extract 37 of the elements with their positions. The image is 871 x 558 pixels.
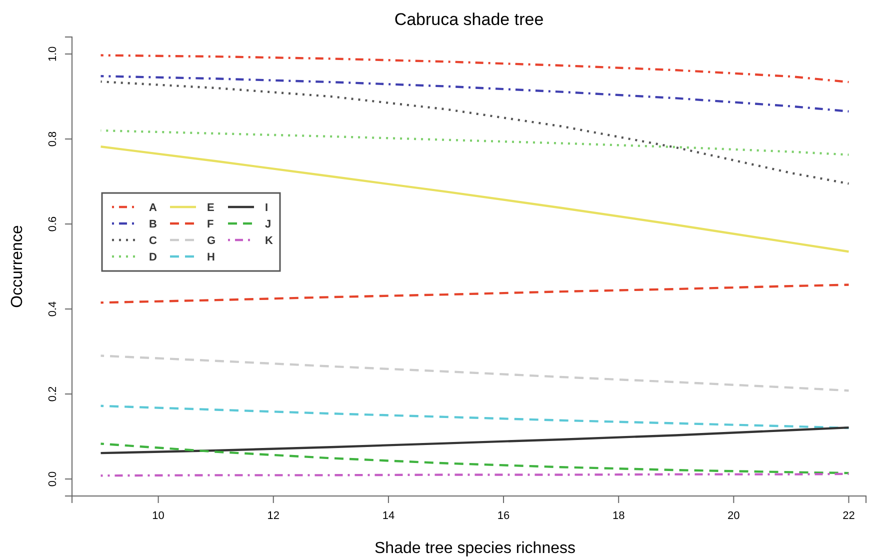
legend-label: B xyxy=(149,218,157,230)
y-tick-label: 0.0 xyxy=(46,471,59,487)
x-tick-label: 20 xyxy=(728,510,740,522)
x-tick-label: 18 xyxy=(612,510,625,522)
line-series xyxy=(100,442,850,474)
legend-label: K xyxy=(265,235,273,247)
legend-label: G xyxy=(207,235,216,247)
x-tick-label: 10 xyxy=(152,510,164,522)
legend-label: D xyxy=(149,252,157,264)
y-tick-label: 1.0 xyxy=(46,46,59,62)
line-series xyxy=(100,146,850,253)
y-tick-label: 0.2 xyxy=(46,386,59,402)
y-axis-title: Occurrence xyxy=(9,225,26,308)
legend-label: H xyxy=(207,252,215,264)
line-series xyxy=(100,354,850,392)
legend-label: A xyxy=(149,202,157,214)
y-tick-label: 0.6 xyxy=(46,216,59,232)
chart-title: Cabruca shade tree xyxy=(394,10,544,29)
legend-label: J xyxy=(265,218,272,230)
x-axis-title: Shade tree species richness xyxy=(374,540,576,557)
y-tick-label: 0.8 xyxy=(46,131,59,147)
line-series xyxy=(100,75,850,112)
line-series xyxy=(100,129,850,156)
line-series xyxy=(100,80,850,185)
x-tick-label: 14 xyxy=(382,510,395,522)
line-series xyxy=(100,284,850,304)
line-series xyxy=(100,426,850,454)
y-tick-label: 0.4 xyxy=(46,301,59,317)
x-tick-label: 16 xyxy=(497,510,510,522)
line-series xyxy=(100,404,850,430)
legend-label: I xyxy=(265,202,268,214)
line-series xyxy=(100,54,850,84)
legend-label: C xyxy=(149,235,157,247)
legend-label: F xyxy=(207,218,214,230)
legend-label: E xyxy=(207,202,214,214)
x-tick-label: 22 xyxy=(842,510,855,522)
x-tick-label: 12 xyxy=(267,510,280,522)
